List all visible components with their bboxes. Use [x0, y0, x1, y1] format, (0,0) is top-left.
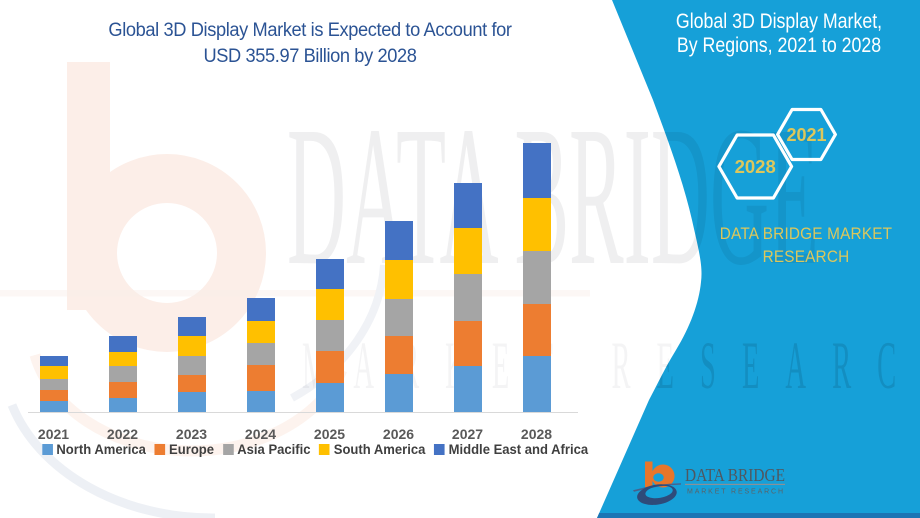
svg-text:2021: 2021: [786, 125, 826, 145]
svg-text:2028: 2028: [735, 156, 776, 177]
svg-text:DATA BRIDGE: DATA BRIDGE: [685, 465, 785, 485]
svg-text:MARKET RESEARCH: MARKET RESEARCH: [687, 489, 783, 496]
